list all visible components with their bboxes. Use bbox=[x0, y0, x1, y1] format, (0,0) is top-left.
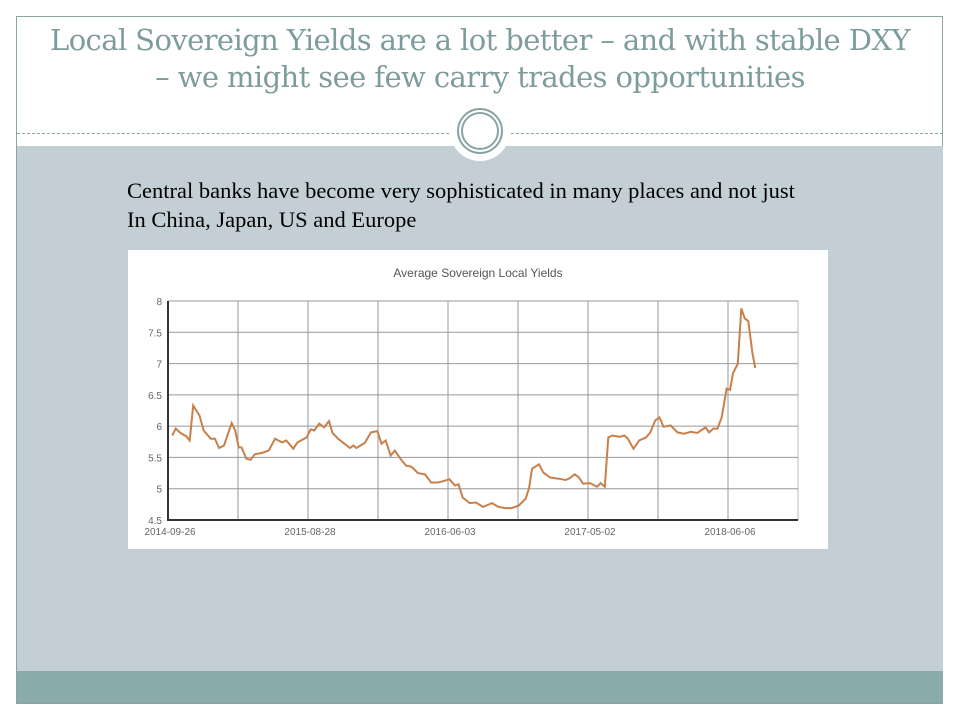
y-tick-label: 5.5 bbox=[148, 453, 162, 464]
chart-container: Average Sovereign Local Yields 4.5 5 5.5 6 6… bbox=[128, 250, 828, 549]
body-line-1: Central banks have become very sophistic… bbox=[127, 178, 795, 203]
y-tick-label: 7.5 bbox=[148, 328, 162, 339]
title-line-1: Local Sovereign Yields are a lot better … bbox=[50, 23, 911, 57]
x-tick-label: 2015-08-28 bbox=[284, 527, 336, 538]
slide-footer-band bbox=[17, 671, 943, 703]
series-line bbox=[171, 308, 757, 510]
y-tick-label: 5 bbox=[156, 485, 162, 496]
y-tick-label: 4.5 bbox=[148, 516, 162, 527]
slide-body-text: Central banks have become very sophistic… bbox=[127, 176, 927, 234]
chart-title: Average Sovereign Local Yields bbox=[393, 266, 562, 280]
y-tick-label: 6.5 bbox=[148, 391, 162, 402]
circle-ornament-icon bbox=[450, 101, 510, 161]
line-chart: Average Sovereign Local Yields 4.5 5 5.5 6 6… bbox=[144, 266, 799, 538]
x-tick-label: 2014-09-26 bbox=[144, 527, 196, 538]
y-tick-label: 8 bbox=[156, 297, 162, 308]
y-tick-label: 6 bbox=[156, 422, 162, 433]
body-line-2: In China, Japan, US and Europe bbox=[127, 207, 417, 232]
slide-title: Local Sovereign Yields are a lot better … bbox=[16, 22, 944, 96]
y-tick-label: 7 bbox=[156, 360, 162, 371]
title-line-2: – we might see few carry trades opportun… bbox=[155, 60, 805, 94]
x-tick-label: 2016-06-03 bbox=[424, 527, 476, 538]
x-tick-label: 2017-05-02 bbox=[564, 527, 616, 538]
x-tick-label: 2018-06-06 bbox=[704, 527, 756, 538]
